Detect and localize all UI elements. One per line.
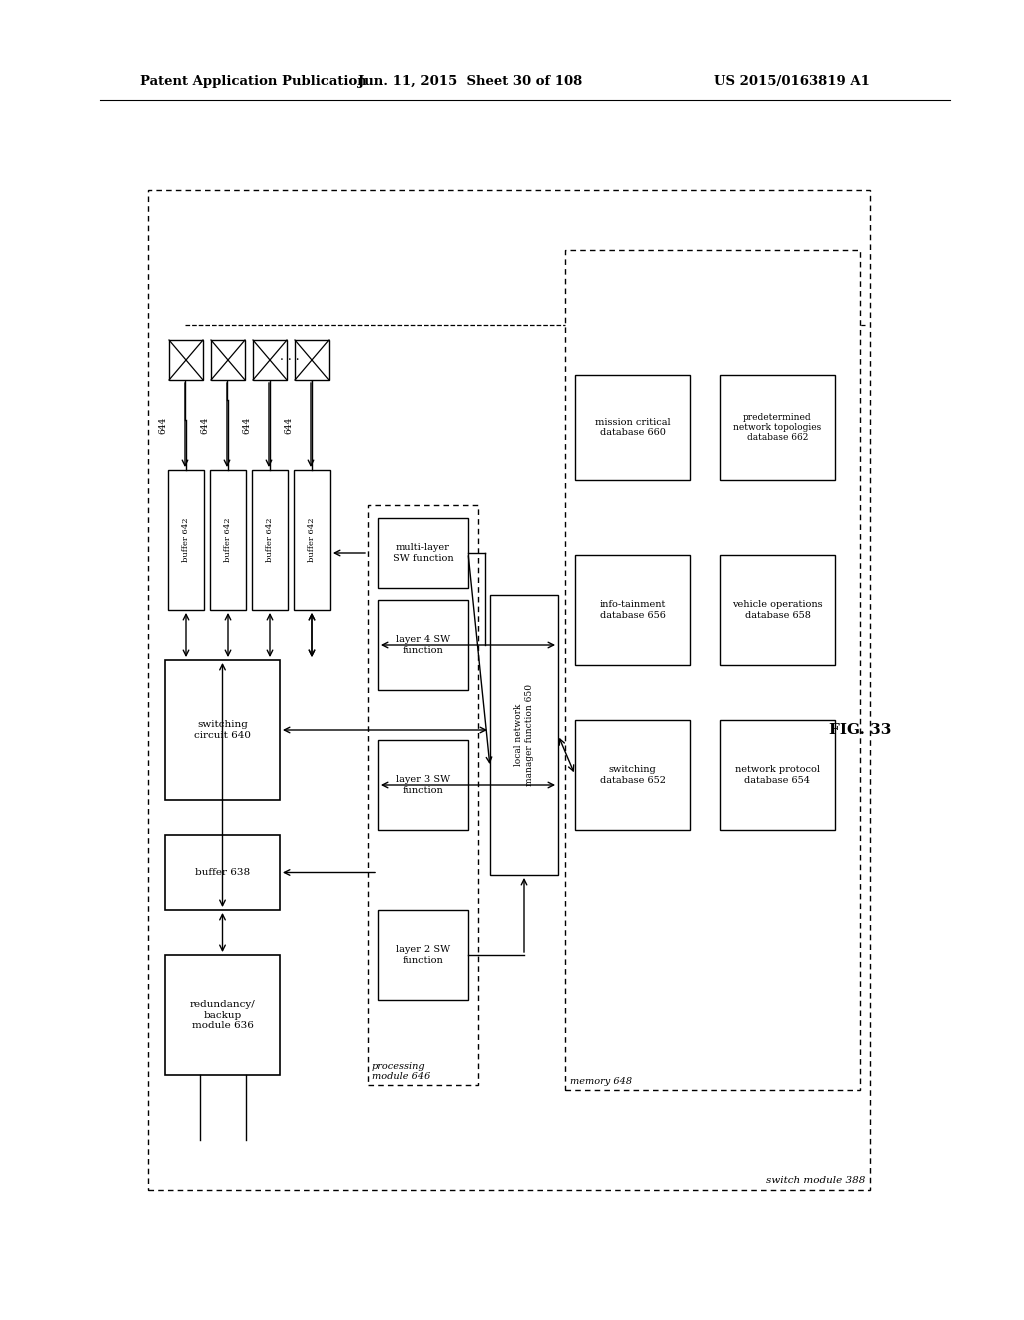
Text: buffer 642: buffer 642 bbox=[224, 517, 232, 562]
Text: predetermined
network topologies
database 662: predetermined network topologies databas… bbox=[733, 413, 821, 442]
Bar bbox=[720, 719, 835, 830]
Bar bbox=[575, 375, 690, 480]
Bar bbox=[165, 660, 280, 800]
Bar bbox=[253, 341, 287, 380]
Text: switching
circuit 640: switching circuit 640 bbox=[194, 721, 251, 739]
Text: switch module 388: switch module 388 bbox=[766, 1176, 865, 1185]
Text: mission critical
database 660: mission critical database 660 bbox=[595, 418, 671, 437]
Text: local network
manager function 650: local network manager function 650 bbox=[514, 684, 534, 785]
Bar bbox=[565, 249, 860, 1090]
Bar bbox=[169, 341, 203, 380]
Bar bbox=[148, 190, 870, 1191]
Bar bbox=[378, 517, 468, 587]
Text: layer 4 SW
function: layer 4 SW function bbox=[396, 635, 451, 655]
Text: 644: 644 bbox=[243, 416, 252, 434]
Text: 644: 644 bbox=[201, 416, 210, 434]
Bar bbox=[575, 719, 690, 830]
Text: Jun. 11, 2015  Sheet 30 of 108: Jun. 11, 2015 Sheet 30 of 108 bbox=[357, 75, 582, 88]
Text: buffer 638: buffer 638 bbox=[195, 869, 250, 876]
Text: 644: 644 bbox=[159, 416, 168, 434]
Text: buffer 642: buffer 642 bbox=[308, 517, 316, 562]
Text: 644: 644 bbox=[285, 416, 294, 434]
Text: info-tainment
database 656: info-tainment database 656 bbox=[599, 601, 666, 619]
Text: switching
database 652: switching database 652 bbox=[599, 766, 666, 784]
Bar bbox=[168, 470, 204, 610]
Text: buffer 642: buffer 642 bbox=[182, 517, 190, 562]
Text: vehicle operations
database 658: vehicle operations database 658 bbox=[732, 601, 823, 619]
Text: · · ·: · · · bbox=[281, 354, 300, 367]
Text: buffer 642: buffer 642 bbox=[266, 517, 274, 562]
Text: US 2015/0163819 A1: US 2015/0163819 A1 bbox=[714, 75, 870, 88]
Text: FIG. 33: FIG. 33 bbox=[828, 723, 891, 737]
Text: redundancy/
backup
module 636: redundancy/ backup module 636 bbox=[189, 1001, 255, 1030]
Text: processing
module 646: processing module 646 bbox=[372, 1061, 430, 1081]
Bar bbox=[210, 470, 246, 610]
Bar bbox=[378, 741, 468, 830]
Bar bbox=[294, 470, 330, 610]
Bar bbox=[165, 954, 280, 1074]
Bar bbox=[211, 341, 245, 380]
Bar bbox=[720, 375, 835, 480]
Text: layer 3 SW
function: layer 3 SW function bbox=[396, 775, 451, 795]
Text: layer 2 SW
function: layer 2 SW function bbox=[396, 945, 451, 965]
Bar bbox=[295, 341, 329, 380]
Text: multi-layer
SW function: multi-layer SW function bbox=[392, 544, 454, 562]
Bar bbox=[368, 506, 478, 1085]
Bar bbox=[252, 470, 288, 610]
Bar bbox=[378, 909, 468, 1001]
Bar bbox=[165, 836, 280, 909]
Bar bbox=[378, 601, 468, 690]
Text: memory 648: memory 648 bbox=[570, 1077, 632, 1086]
Text: Patent Application Publication: Patent Application Publication bbox=[140, 75, 367, 88]
Text: network protocol
database 654: network protocol database 654 bbox=[735, 766, 820, 784]
Bar bbox=[575, 554, 690, 665]
Bar bbox=[490, 595, 558, 875]
Bar bbox=[720, 554, 835, 665]
